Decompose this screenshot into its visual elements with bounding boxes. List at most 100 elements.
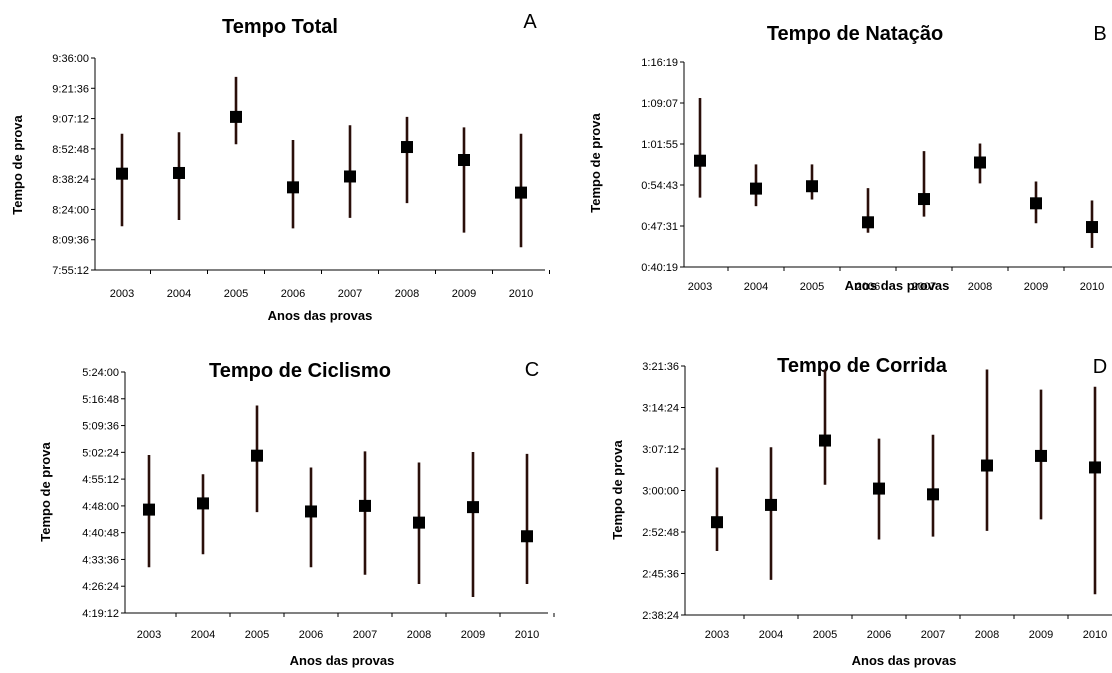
chart-title: Tempo de Corrida [777,355,948,377]
data-point-marker [359,499,371,512]
panel-letter: B [1093,23,1106,45]
data-point-marker [305,505,317,518]
data-point-marker [287,181,299,194]
y-tick-label: 4:55:12 [82,474,119,486]
x-tick-label: 2008 [395,288,419,300]
x-tick-label: 2007 [921,629,945,641]
x-tick-label: 2004 [759,629,783,641]
x-tick-label: 2004 [167,288,191,300]
data-point-marker [806,180,818,193]
data-point-marker [1035,449,1047,462]
x-axis-label: Anos das provas [268,308,373,323]
y-tick-label: 1:09:07 [641,98,678,110]
y-tick-label: 9:36:00 [52,53,89,65]
chart-title: Tempo de Ciclismo [209,360,391,382]
y-axis-label: Tempo de prova [610,440,625,540]
data-point-marker [173,166,185,179]
chart-title: Tempo Total [222,16,338,38]
y-tick-label: 2:45:36 [642,569,679,581]
x-tick-label: 2003 [688,281,712,293]
panel-letter: D [1093,356,1107,378]
data-point-marker [1030,197,1042,210]
x-tick-label: 2009 [461,629,485,641]
data-point-marker [344,170,356,183]
data-point-marker [927,488,939,501]
x-tick-label: 2007 [353,629,377,641]
x-tick-label: 2009 [452,288,476,300]
data-point-marker [918,193,930,206]
data-point-marker [750,182,762,195]
y-tick-label: 5:02:24 [82,447,119,459]
panel-letter: C [525,359,539,381]
chart-panel-c: Tempo de Ciclismo C 4:19:12 4:26:24 4:33:36 4… [38,359,555,668]
x-tick-label: 2004 [744,281,768,293]
x-tick-label: 2005 [245,629,269,641]
y-tick-label: 0:40:19 [641,262,678,274]
y-tick-label: 4:40:48 [82,528,119,540]
data-point-marker [819,434,831,447]
y-tick-label: 4:48:00 [82,501,119,513]
y-axis-label: Tempo de prova [588,113,603,213]
data-point-marker [251,449,263,462]
y-tick-label: 2:38:24 [642,610,679,622]
data-point-marker [143,503,155,516]
x-tick-label: 2007 [338,288,362,300]
data-point-marker [197,497,209,510]
x-tick-label: 2009 [1029,629,1053,641]
y-tick-label: 7:55:12 [52,265,89,277]
data-point-marker [515,186,527,199]
chart-panel-a: Tempo Total A 7:55:12 8:09:36 8:24:00 8:38:24… [10,11,550,323]
y-tick-label: 3:21:36 [642,361,679,373]
x-tick-label: 2006 [299,629,323,641]
x-tick-label: 2010 [1080,281,1104,293]
y-tick-label: 2:52:48 [642,527,679,539]
x-tick-label: 2003 [705,629,729,641]
y-axis-label: Tempo de prova [38,442,53,542]
x-tick-label: 2010 [1083,629,1107,641]
x-tick-label: 2010 [515,629,539,641]
data-point-marker [458,154,470,167]
y-tick-label: 8:52:48 [52,144,89,156]
y-tick-label: 1:16:19 [641,57,678,69]
panel-letter: A [523,11,537,33]
chart-title: Tempo de Natação [767,23,943,45]
y-tick-label: 8:38:24 [52,174,89,186]
y-tick-label: 5:24:00 [82,367,119,379]
data-point-marker [467,501,479,514]
x-tick-label: 2006 [867,629,891,641]
data-point-marker [765,498,777,511]
y-tick-label: 4:19:12 [82,608,119,620]
y-tick-label: 4:33:36 [82,554,119,566]
data-point-marker [230,110,242,123]
x-tick-label: 2009 [1024,281,1048,293]
x-tick-label: 2005 [813,629,837,641]
x-tick-label: 2004 [191,629,215,641]
x-tick-label: 2003 [137,629,161,641]
data-point-marker [401,141,413,154]
y-tick-label: 9:07:12 [52,114,89,126]
data-point-marker [981,459,993,472]
x-tick-label: 2007 [912,281,936,293]
x-tick-label: 2005 [224,288,248,300]
y-tick-label: 0:47:31 [641,221,678,233]
x-tick-label: 2008 [407,629,431,641]
y-tick-label: 3:14:24 [642,403,679,415]
y-tick-label: 4:26:24 [82,581,119,593]
data-point-marker [862,216,874,229]
y-axis-label: Tempo de prova [10,115,25,215]
y-tick-label: 3:07:12 [642,444,679,456]
y-tick-label: 8:09:36 [52,235,89,247]
x-axis-label: Anos das provas [290,653,395,668]
x-tick-label: 2008 [968,281,992,293]
data-point-marker [521,530,533,543]
y-tick-label: 0:54:43 [641,180,678,192]
y-tick-label: 1:01:55 [641,139,678,151]
x-tick-label: 2006 [281,288,305,300]
x-tick-label: 2010 [509,288,533,300]
chart-panel-d: Tempo de Corrida D 2:38:24 2:45:36 2:52:48 3:… [610,355,1112,668]
y-tick-label: 5:09:36 [82,421,119,433]
y-tick-label: 3:00:00 [642,486,679,498]
x-tick-label: 2003 [110,288,134,300]
chart-panel-b: Tempo de Natação B 0:40:19 0:47:31 0:54:43 1:… [588,23,1112,293]
